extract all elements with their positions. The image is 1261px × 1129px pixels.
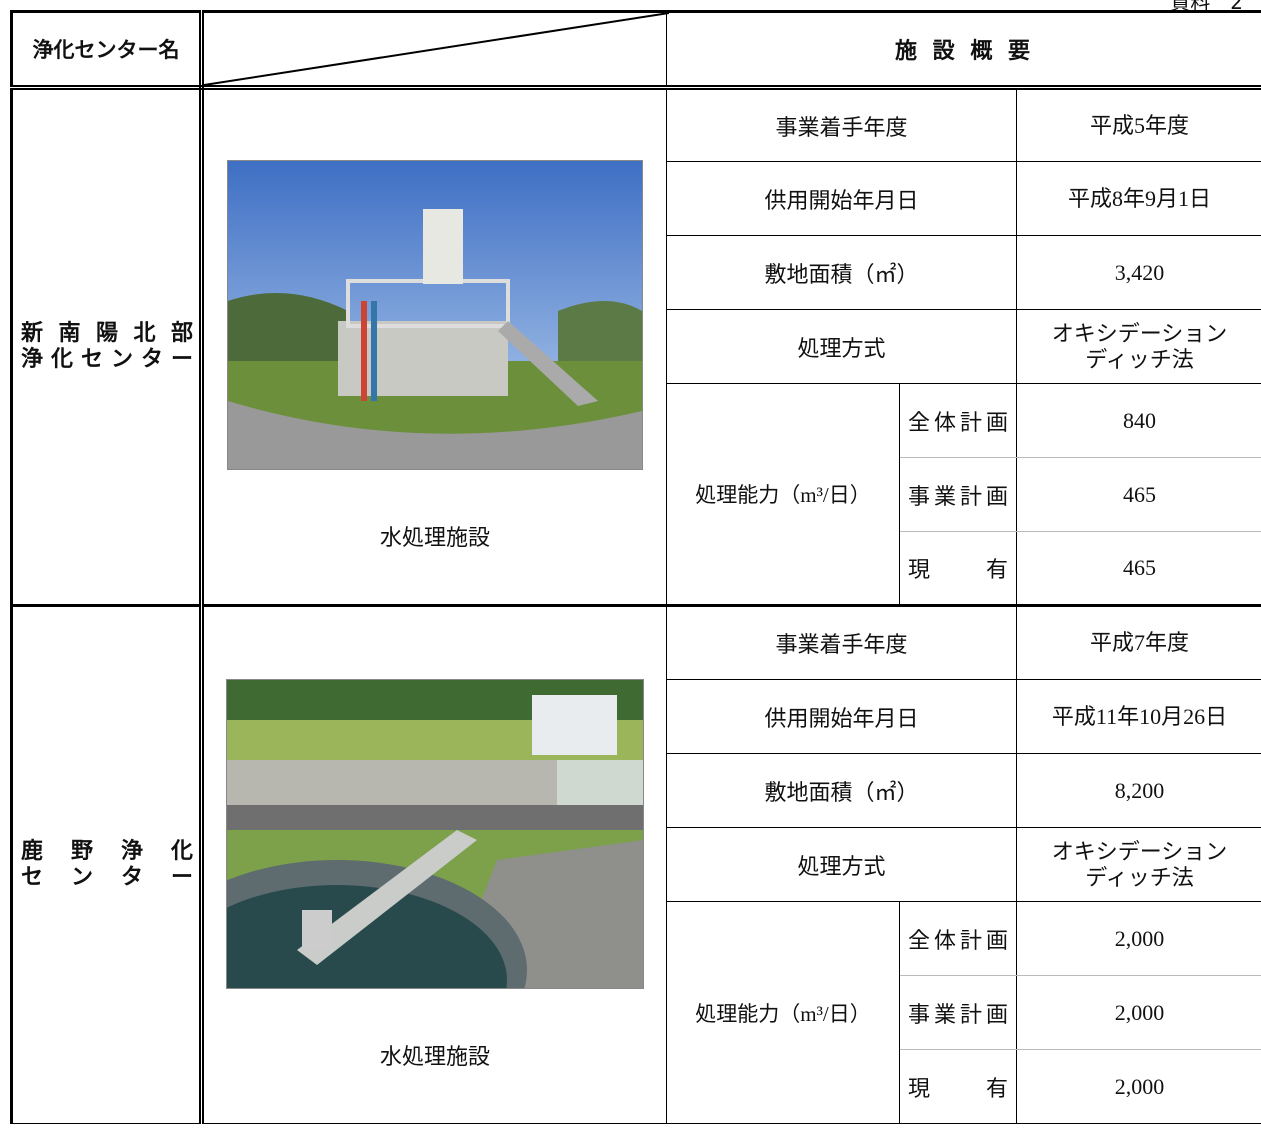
value-line: オキシデーション [1051,320,1228,346]
header-overview: 施 設 概 要 [665,10,1261,90]
capacity-sublabel: 全体計画 [899,901,1017,976]
item-label: 処理方式 [666,827,1017,902]
name-line: センター [21,865,193,890]
name-line: 鹿野浄化 [21,839,193,864]
capacity-value: 840 [1015,383,1261,458]
capacity-value: 2,000 [1015,975,1261,1050]
item-label: 供用開始年月日 [666,161,1017,236]
photo-caption: 水処理施設 [379,525,490,550]
capacity-value: 465 [1015,531,1261,606]
corner-label: 資料 2 [1170,0,1243,14]
capacity-value: 2,000 [1015,901,1261,976]
photo [226,679,644,989]
capacity-sublabel: 全体計画 [899,383,1017,458]
value-line: 平成7年度 [1090,630,1190,655]
capacity-sublabel: 事業計画 [899,975,1017,1050]
table-row: 現 有 2,000 [12,1049,1261,1124]
value-line: ディッチ法 [1085,864,1194,890]
table-row: 鹿野浄化 センター水処理施設 事業着手年度 平成7年度 [10,604,1261,1124]
value-line: 8,200 [1114,777,1165,803]
value-line: 平成11年10月26日 [1051,703,1228,729]
table-row: 処理能力（m³/日） 全体計画 2,000 [12,901,1261,1124]
header-row: 浄化センター名 施 設 概 要 [10,10,1261,90]
table-row: 処理方式 オキシデーション ディッチ法 [12,827,1261,902]
photo [227,160,643,470]
header-name: 浄化センター名 [10,10,204,90]
photo-cell: 水処理施設 [201,604,667,1124]
item-value: オキシデーション ディッチ法 [1015,309,1261,384]
value-line: 平成5年度 [1090,112,1190,138]
table-body: 浄化センター名 施 設 概 要 新南陽北部 浄化センター 水処理施設 事業着手年度 平成… [10,10,1261,1124]
item-value: 平成8年9月1日 [1015,161,1261,236]
capacity-label: 処理能力（m³/日） [666,901,900,1124]
table-row: 敷地面積（㎡） 8,200 [12,753,1261,828]
table-row: 新南陽北部 浄化センター水処理施設 事業着手年度 平成5年度 [10,86,1261,606]
item-label: 敷地面積（㎡） [666,753,1017,828]
diagonal [204,13,669,85]
item-label: 事業着手年度 [666,604,1017,680]
capacity-value: 2,000 [1015,1049,1261,1124]
name-line: 新南陽北部 [21,321,193,346]
item-value: 平成11年10月26日 [1015,679,1261,754]
facility-name: 新南陽北部 浄化センター [10,86,204,606]
photo-image [227,680,643,988]
item-value: 3,420 [1015,235,1261,310]
item-value: 平成7年度 [1015,604,1261,680]
capacity-label: 処理能力（m³/日） [666,383,900,606]
capacity-sublabel: 現 有 [899,1049,1017,1124]
item-label: 処理方式 [666,309,1017,384]
item-value: 平成5年度 [1015,86,1261,162]
table-row: 事業計画 2,000 [12,975,1261,1050]
item-label: 敷地面積（㎡） [666,235,1017,310]
value-line: ディッチ法 [1085,346,1194,372]
item-value: オキシデーション ディッチ法 [1015,827,1261,902]
name-line: 浄化センター [21,347,193,372]
item-label: 事業着手年度 [666,86,1017,162]
value-line: 3,420 [1114,259,1165,285]
header-diagonal [201,10,669,90]
item-value: 8,200 [1015,753,1261,828]
table-row: 供用開始年月日 平成11年10月26日 [12,679,1261,754]
capacity-value: 465 [1015,457,1261,532]
photo-image [228,161,642,469]
photo-cell: 水処理施設 [201,86,667,606]
facility-name: 鹿野浄化 センター [10,604,204,1124]
facility-table: 浄化センター名 施 設 概 要 新南陽北部 浄化センター 水処理施設 事業着手年度 平成… [10,10,1261,1124]
table-row: 供用開始年月日 平成8年9月1日 [12,161,1261,236]
photo-caption: 水処理施設 [379,1044,490,1069]
table-row: 処理方式 オキシデーション ディッチ法 [12,309,1261,384]
table-row: 敷地面積（㎡） 3,420 [12,235,1261,310]
value-line: 平成8年9月1日 [1068,185,1212,211]
capacity-sublabel: 現 有 [899,531,1017,606]
table-row: 処理能力（m³/日） 全体計画 840 [12,383,1261,606]
value-line: オキシデーション [1051,838,1228,864]
capacity-sublabel: 事業計画 [899,457,1017,532]
item-label: 供用開始年月日 [666,679,1017,754]
